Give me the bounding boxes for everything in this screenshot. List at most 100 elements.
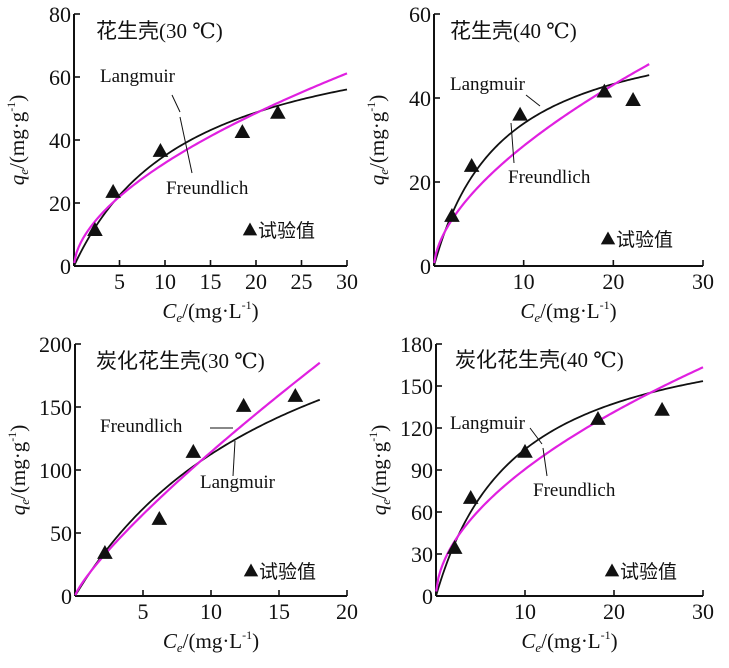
data-point (97, 544, 113, 559)
y-tick-label: 20 (49, 191, 71, 216)
data-point (185, 443, 202, 458)
legend-marker-icon (242, 222, 258, 236)
legend-marker-icon (600, 231, 616, 245)
chart-title: 花生壳(30 ℃) (96, 19, 223, 43)
data-point (270, 104, 286, 119)
data-point (463, 157, 480, 172)
y-axis-label: qe/(mg·g-1) (5, 425, 32, 515)
y-axis-label: qe/(mg·g-1) (364, 95, 391, 185)
y-tick-label: 0 (61, 584, 72, 609)
y-tick-label: 20 (409, 170, 431, 195)
x-axis-label: Ce/(mg·L-1) (520, 298, 616, 325)
freundlich-curve (435, 366, 704, 592)
legend-label: 试验值 (259, 561, 316, 583)
y-tick-label: 50 (50, 521, 72, 546)
leader-line (525, 94, 541, 107)
chart-panel-1: 5 10 15 20 25 30 0 20 40 60 80 花生壳(30 ℃) Ce/(mg·L-1)… (4, 2, 358, 325)
freundlich-label: Freundlich (166, 178, 249, 199)
data-point (517, 443, 533, 458)
x-tick-label: 20 (336, 599, 358, 624)
data-point (87, 222, 103, 236)
x-tick-label: 30 (336, 269, 358, 294)
x-tick-label: 10 (200, 599, 222, 624)
data-point (235, 397, 252, 412)
chart-title: 花生壳(40 ℃) (450, 19, 577, 43)
data-point (444, 207, 460, 222)
freundlich-curve (433, 63, 650, 264)
x-tick-label: 10 (154, 269, 176, 294)
x-tick-label: 30 (692, 269, 714, 294)
y-tick-label: 60 (409, 2, 431, 27)
leader-line (232, 440, 236, 477)
x-axis-label: Ce/(mg·L-1) (521, 628, 617, 655)
legend-label: 试验值 (620, 561, 677, 583)
x-tick-label: 20 (603, 599, 625, 624)
leader-line (179, 116, 193, 174)
langmuir-label: Langmuir (450, 74, 526, 95)
y-tick-label: 90 (411, 458, 433, 483)
leader-line (542, 447, 548, 477)
y-tick-label: 100 (39, 458, 72, 483)
x-tick-label: 15 (268, 599, 290, 624)
leader-line (529, 427, 543, 445)
legend-label: 试验值 (616, 229, 673, 251)
x-tick-label: 5 (138, 599, 149, 624)
data-point (654, 401, 670, 416)
freundlich-label: Freundlich (508, 167, 591, 188)
langmuir-curve (435, 380, 704, 596)
leader-line (171, 94, 181, 113)
legend-marker-icon (604, 563, 620, 577)
freundlich-label: Freundlich (100, 416, 183, 437)
chart-title: 炭化花生壳(40 ℃) (455, 348, 624, 372)
x-tick-label: 15 (200, 269, 222, 294)
x-tick-label: 5 (114, 269, 125, 294)
leader-line (510, 122, 515, 164)
langmuir-label: Langmuir (100, 66, 176, 87)
y-tick-label: 150 (39, 395, 72, 420)
freundlich-curve (74, 361, 321, 596)
data-point (625, 92, 641, 106)
y-tick-label: 0 (422, 584, 433, 609)
x-tick-label: 25 (291, 269, 313, 294)
langmuir-label: Langmuir (450, 413, 526, 434)
x-tick-label: 30 (692, 599, 714, 624)
y-tick-label: 120 (400, 416, 433, 441)
x-axis-label: Ce/(mg·L-1) (162, 298, 258, 325)
data-point (512, 106, 528, 121)
y-tick-label: 40 (49, 128, 71, 153)
x-tick-label: 10 (514, 599, 536, 624)
data-point (596, 83, 613, 98)
data-point (234, 124, 251, 138)
y-tick-label: 30 (411, 542, 433, 567)
data-point (152, 142, 169, 157)
x-tick-label: 20 (602, 269, 624, 294)
x-tick-label: 10 (513, 269, 535, 294)
data-point (590, 410, 606, 425)
y-tick-label: 200 (39, 332, 72, 357)
legend-label: 试验值 (258, 220, 315, 242)
y-tick-label: 180 (400, 332, 433, 357)
y-tick-label: 150 (400, 374, 433, 399)
chart-title: 炭化花生壳(30 ℃) (96, 349, 265, 373)
data-point (151, 510, 168, 525)
chart-panel-2: 10 20 30 0 20 40 60 花生壳(40 ℃) Ce/(mg·L-1) qe/(mg·… (364, 2, 714, 325)
data-point (462, 489, 479, 504)
legend-marker-icon (243, 563, 259, 577)
y-tick-label: 0 (420, 254, 431, 279)
x-tick-label: 20 (245, 269, 267, 294)
y-axis-label: qe/(mg·g-1) (366, 425, 393, 515)
y-tick-label: 0 (60, 254, 71, 279)
y-tick-label: 60 (411, 500, 433, 525)
data-point (105, 183, 121, 198)
data-point (446, 539, 463, 554)
y-axis-label: qe/(mg·g-1) (4, 95, 31, 185)
langmuir-label: Langmuir (200, 472, 276, 493)
chart-panel-4: 10 20 30 0 30 60 90 120 150 180 炭化花生壳(40 ℃) Ce/(mg·… (366, 332, 714, 655)
x-axis-label: Ce/(mg·L-1) (163, 628, 259, 655)
y-tick-label: 40 (409, 86, 431, 111)
y-tick-label: 80 (49, 2, 71, 27)
freundlich-label: Freundlich (533, 480, 616, 501)
y-tick-label: 60 (49, 65, 71, 90)
